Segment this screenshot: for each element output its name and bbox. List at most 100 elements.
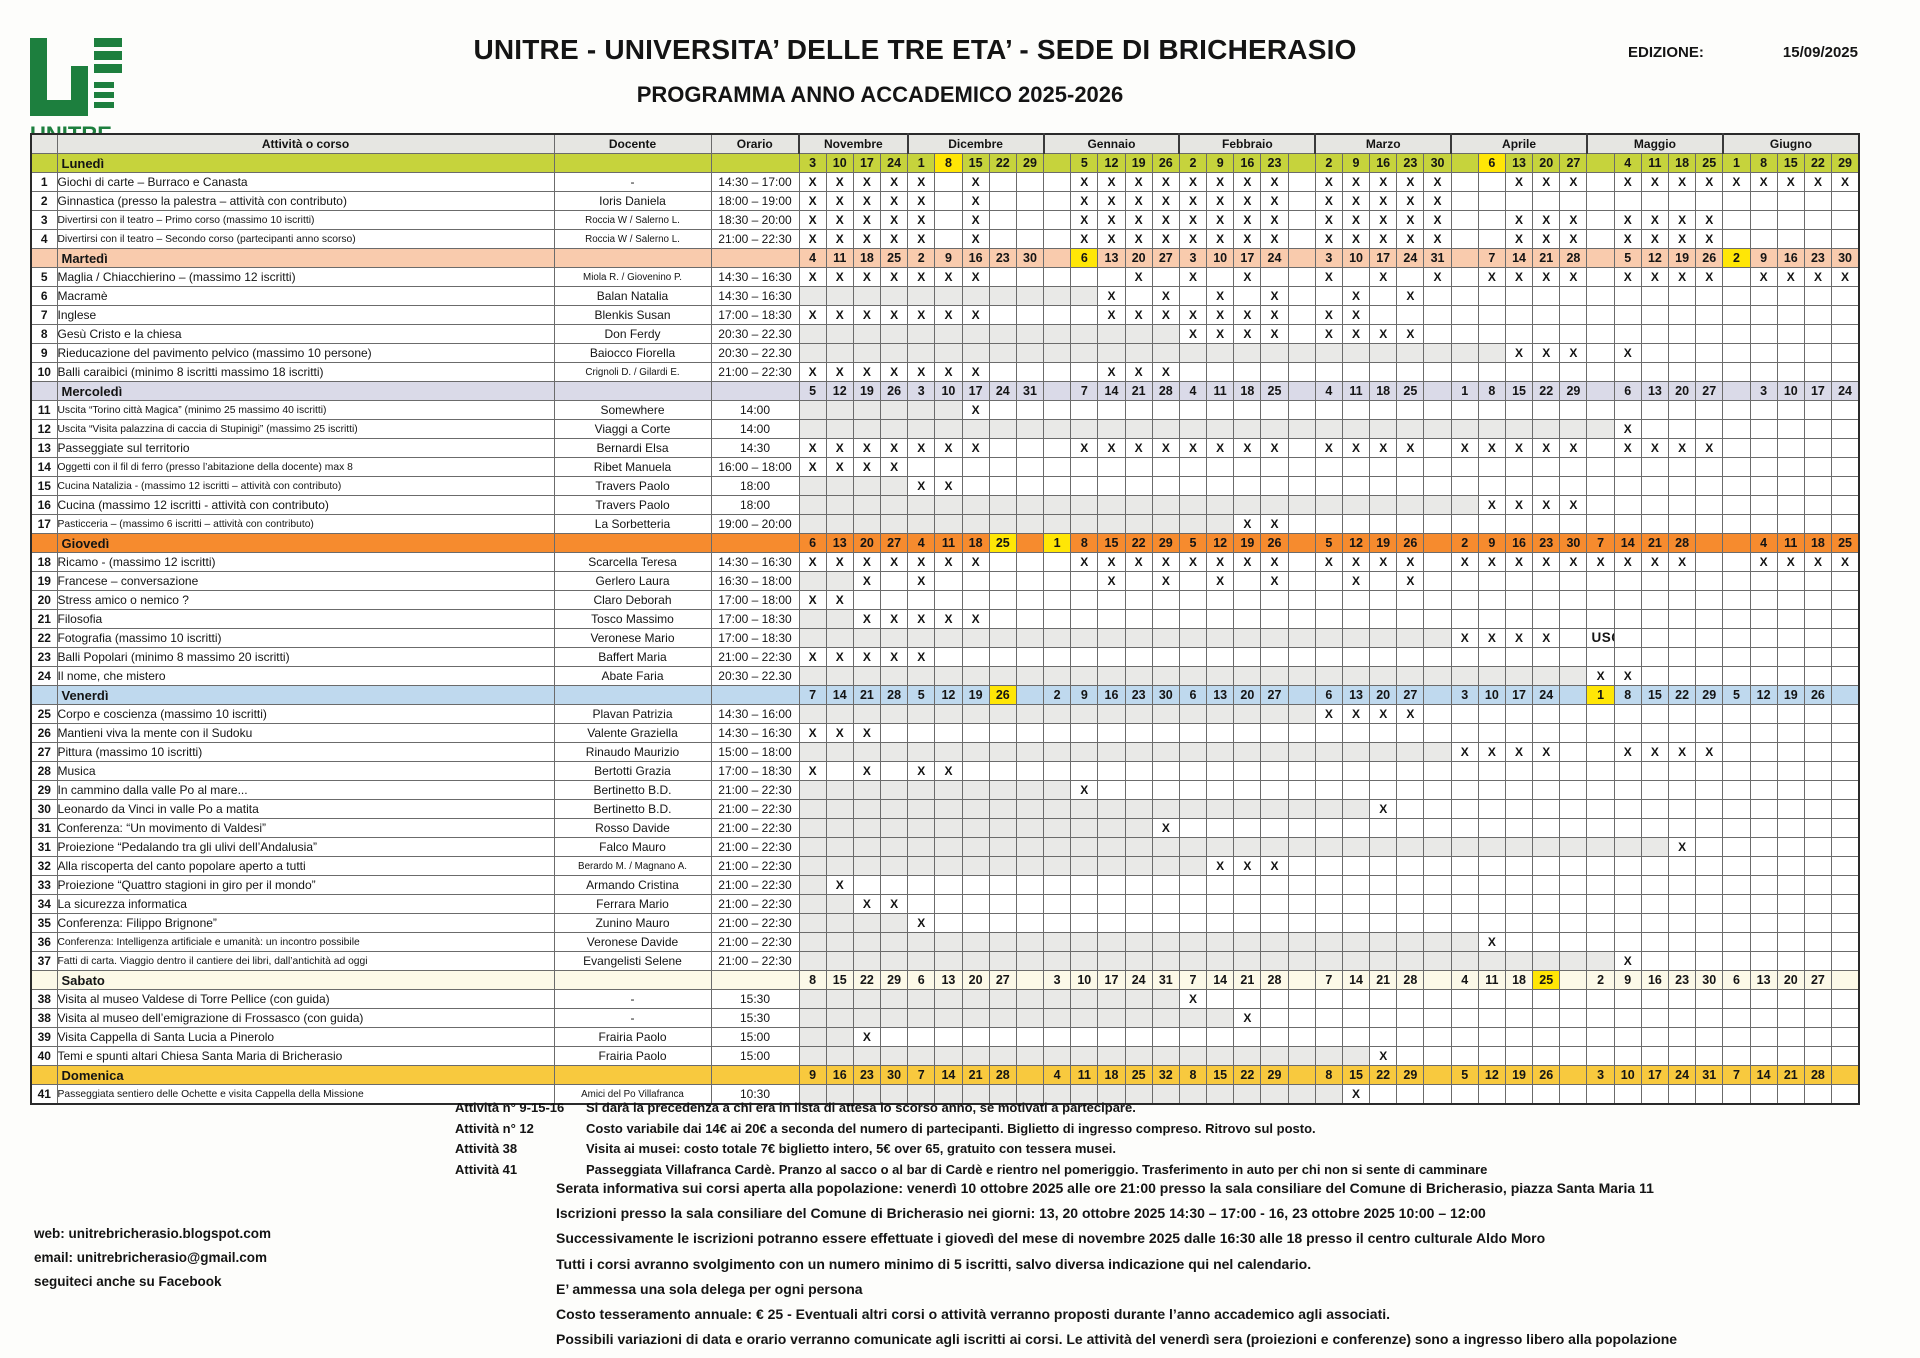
course-orario: 15:00 – 18:00 bbox=[710, 742, 800, 762]
grid-cell bbox=[1667, 400, 1697, 420]
date-cell: 3 bbox=[1314, 248, 1343, 268]
grid-cell bbox=[1695, 628, 1724, 648]
grid-cell bbox=[1287, 628, 1316, 648]
grid-cell bbox=[1260, 457, 1289, 477]
grid-mark-cell: X bbox=[1477, 628, 1506, 648]
grid-cell bbox=[1314, 609, 1343, 629]
footer-line: E’ ammessa una sola delega per ogni pers… bbox=[556, 1280, 863, 1297]
grid-cell bbox=[1015, 324, 1045, 344]
date-cell: 14 bbox=[934, 1065, 963, 1085]
grid-cell bbox=[1776, 913, 1805, 933]
grid-cell bbox=[1613, 932, 1642, 952]
grid-cell bbox=[1613, 1046, 1642, 1066]
course-row: 34 La sicurezza informatica Ferrara Mario 2… bbox=[30, 894, 1860, 914]
date-cell: 8 bbox=[1749, 153, 1778, 173]
grid-cell bbox=[1070, 989, 1099, 1009]
month-header-maggio: Maggio bbox=[1585, 133, 1724, 154]
date-cell: 20 bbox=[1532, 153, 1561, 173]
grid-cell bbox=[1178, 742, 1208, 762]
grid-mark-cell: X bbox=[1396, 704, 1425, 724]
grid-cell bbox=[1396, 305, 1425, 325]
grid-cell bbox=[825, 837, 854, 857]
grid-cell bbox=[1803, 856, 1833, 876]
grid-cell bbox=[1423, 951, 1452, 971]
grid-mark-cell: X bbox=[1667, 267, 1697, 287]
grid-cell bbox=[880, 1027, 909, 1047]
date-cell: 18 bbox=[1504, 970, 1534, 990]
grid-cell bbox=[1831, 989, 1860, 1009]
grid-cell bbox=[1776, 666, 1805, 686]
day-band-label: Venerdì bbox=[56, 685, 555, 705]
date-cell: 11 bbox=[1477, 970, 1506, 990]
grid-cell bbox=[1640, 837, 1670, 857]
grid-mark-cell: X bbox=[852, 647, 882, 667]
grid-cell bbox=[1803, 780, 1833, 800]
grid-cell bbox=[1667, 799, 1697, 819]
grid-cell bbox=[1097, 913, 1126, 933]
grid-cell bbox=[1423, 989, 1452, 1009]
grid-cell bbox=[1776, 932, 1805, 952]
grid-mark-cell: X bbox=[1396, 324, 1425, 344]
grid-mark-cell: X bbox=[825, 229, 854, 249]
date-cell bbox=[1043, 381, 1072, 401]
grid-cell bbox=[1015, 191, 1045, 211]
grid-cell bbox=[1559, 476, 1588, 496]
grid-cell bbox=[934, 571, 963, 591]
grid-cell bbox=[1260, 913, 1289, 933]
date-cell: 23 bbox=[1667, 970, 1697, 990]
course-orario: 21:00 – 22:30 bbox=[710, 894, 800, 914]
grid-cell bbox=[1260, 666, 1289, 686]
grid-cell bbox=[1613, 818, 1642, 838]
grid-mark-cell: X bbox=[852, 1027, 882, 1047]
grid-mark-cell: X bbox=[1776, 267, 1805, 287]
grid-cell bbox=[1423, 286, 1452, 306]
grid-cell bbox=[1287, 666, 1316, 686]
grid-cell bbox=[825, 704, 854, 724]
grid-cell bbox=[1314, 856, 1343, 876]
grid-cell bbox=[1749, 343, 1778, 363]
grid-cell bbox=[934, 590, 963, 610]
grid-cell bbox=[1586, 761, 1615, 781]
grid-cell bbox=[1015, 419, 1045, 439]
grid-cell bbox=[1314, 400, 1343, 420]
grid-cell bbox=[1776, 1084, 1805, 1105]
course-docente: Baffert Maria bbox=[553, 647, 712, 667]
date-cell: 26 bbox=[1151, 153, 1180, 173]
grid-cell bbox=[1776, 989, 1805, 1009]
grid-cell bbox=[852, 875, 882, 895]
course-name: Uscita “Visita palazzina di caccia di St… bbox=[56, 419, 555, 439]
grid-cell bbox=[1423, 894, 1452, 914]
grid-cell bbox=[1559, 1027, 1588, 1047]
grid-cell bbox=[1559, 837, 1588, 857]
course-name: La sicurezza informatica bbox=[56, 894, 555, 914]
course-orario: 14:00 bbox=[710, 400, 800, 420]
grid-cell bbox=[1722, 647, 1751, 667]
grid-cell bbox=[988, 172, 1017, 192]
grid-cell bbox=[1776, 362, 1805, 382]
grid-cell bbox=[1206, 818, 1235, 838]
date-cell bbox=[1015, 685, 1045, 705]
grid-cell bbox=[825, 780, 854, 800]
grid-cell bbox=[1396, 894, 1425, 914]
grid-cell bbox=[1233, 628, 1262, 648]
grid-cell bbox=[1532, 780, 1561, 800]
grid-cell bbox=[1586, 837, 1615, 857]
grid-cell bbox=[1559, 875, 1588, 895]
grid-cell bbox=[1613, 1008, 1642, 1028]
grid-cell bbox=[1124, 343, 1153, 363]
grid-mark-cell: X bbox=[1178, 191, 1208, 211]
grid-cell bbox=[1260, 780, 1289, 800]
grid-cell bbox=[961, 628, 990, 648]
date-cell: 19 bbox=[1233, 533, 1262, 553]
grid-cell bbox=[1559, 1046, 1588, 1066]
course-row: 33 Proiezione “Quattro stagioni in giro p… bbox=[30, 875, 1860, 895]
grid-cell bbox=[1233, 666, 1262, 686]
grid-cell bbox=[798, 837, 827, 857]
grid-mark-cell: X bbox=[1314, 704, 1343, 724]
grid-cell bbox=[1097, 799, 1126, 819]
grid-cell bbox=[1097, 894, 1126, 914]
row-number: 7 bbox=[30, 305, 58, 325]
grid-cell bbox=[1450, 343, 1479, 363]
date-cell: 30 bbox=[1015, 248, 1045, 268]
grid-cell bbox=[825, 761, 854, 781]
